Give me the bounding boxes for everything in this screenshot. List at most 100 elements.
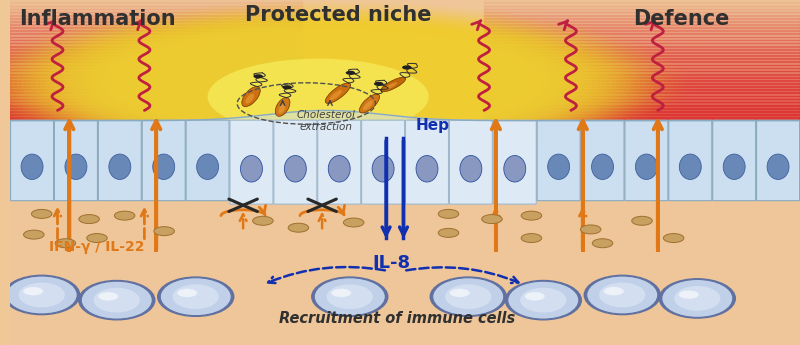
Circle shape (55, 239, 76, 248)
Bar (484, 27, 800, 31)
Ellipse shape (116, 33, 536, 132)
Bar (10, 77, 302, 81)
Ellipse shape (450, 289, 470, 297)
Bar (10, 117, 302, 121)
Ellipse shape (64, 22, 588, 144)
Bar (10, 68, 302, 71)
Bar (484, 46, 800, 50)
Circle shape (79, 215, 99, 224)
Bar (484, 37, 800, 40)
Ellipse shape (723, 154, 745, 179)
Bar (484, 105, 800, 109)
Bar (10, 46, 302, 50)
Bar (484, 108, 800, 112)
FancyBboxPatch shape (625, 120, 668, 201)
Bar (484, 2, 800, 6)
Bar (10, 111, 302, 115)
Bar (10, 27, 302, 31)
Ellipse shape (153, 154, 174, 179)
Ellipse shape (508, 281, 579, 319)
Ellipse shape (2, 9, 650, 157)
Ellipse shape (311, 276, 389, 317)
Ellipse shape (586, 276, 658, 314)
Polygon shape (10, 110, 800, 200)
Bar (484, 117, 800, 121)
Text: IL-8: IL-8 (373, 254, 410, 272)
Ellipse shape (94, 288, 140, 313)
Circle shape (521, 211, 542, 220)
Ellipse shape (106, 31, 546, 134)
Ellipse shape (98, 292, 118, 300)
FancyBboxPatch shape (142, 120, 186, 201)
Ellipse shape (197, 154, 218, 179)
Bar (10, 30, 302, 34)
Ellipse shape (121, 34, 531, 131)
Bar (10, 24, 302, 28)
Circle shape (114, 211, 135, 220)
Ellipse shape (17, 12, 636, 154)
Bar (484, 68, 800, 71)
Ellipse shape (658, 278, 736, 319)
FancyBboxPatch shape (713, 120, 756, 201)
Ellipse shape (0, 8, 654, 158)
FancyBboxPatch shape (669, 120, 712, 201)
FancyBboxPatch shape (757, 120, 799, 201)
Ellipse shape (331, 289, 351, 297)
Bar (10, 52, 302, 56)
Circle shape (86, 234, 107, 243)
Ellipse shape (445, 284, 491, 309)
Bar (484, 55, 800, 59)
Ellipse shape (59, 21, 593, 145)
Ellipse shape (505, 280, 582, 321)
Bar (10, 18, 302, 22)
Bar (484, 30, 800, 34)
Bar (484, 0, 800, 3)
Ellipse shape (0, 6, 664, 160)
Bar (10, 2, 302, 6)
Ellipse shape (460, 156, 482, 182)
Ellipse shape (767, 154, 789, 179)
Circle shape (346, 71, 355, 75)
Ellipse shape (525, 292, 545, 300)
Ellipse shape (284, 156, 306, 182)
Bar (10, 65, 302, 68)
FancyBboxPatch shape (274, 120, 317, 204)
Bar (10, 58, 302, 62)
Bar (10, 43, 302, 47)
Ellipse shape (92, 28, 560, 137)
Circle shape (254, 74, 263, 78)
Ellipse shape (173, 284, 219, 309)
Circle shape (282, 85, 292, 89)
Circle shape (592, 239, 613, 248)
Bar (484, 21, 800, 25)
Ellipse shape (6, 276, 78, 314)
Bar (10, 83, 302, 87)
Bar (10, 37, 302, 40)
Ellipse shape (157, 276, 234, 317)
Bar (484, 33, 800, 37)
Bar (484, 6, 800, 9)
Ellipse shape (109, 154, 130, 179)
Ellipse shape (326, 284, 373, 309)
Circle shape (482, 215, 502, 224)
FancyBboxPatch shape (54, 120, 98, 201)
Circle shape (521, 234, 542, 243)
Ellipse shape (520, 288, 566, 313)
Ellipse shape (26, 14, 626, 152)
Bar (484, 61, 800, 65)
FancyBboxPatch shape (537, 120, 580, 201)
Ellipse shape (12, 11, 641, 155)
Ellipse shape (246, 93, 254, 104)
Ellipse shape (50, 19, 602, 147)
FancyBboxPatch shape (494, 120, 536, 204)
Bar (484, 18, 800, 22)
Text: Recruitment of immune cells: Recruitment of immune cells (279, 311, 515, 326)
Bar (484, 52, 800, 56)
Bar (10, 96, 302, 99)
FancyBboxPatch shape (10, 120, 54, 201)
Bar (10, 92, 302, 96)
Bar (10, 108, 302, 112)
Bar (484, 43, 800, 47)
Circle shape (253, 216, 273, 225)
FancyBboxPatch shape (186, 120, 229, 201)
